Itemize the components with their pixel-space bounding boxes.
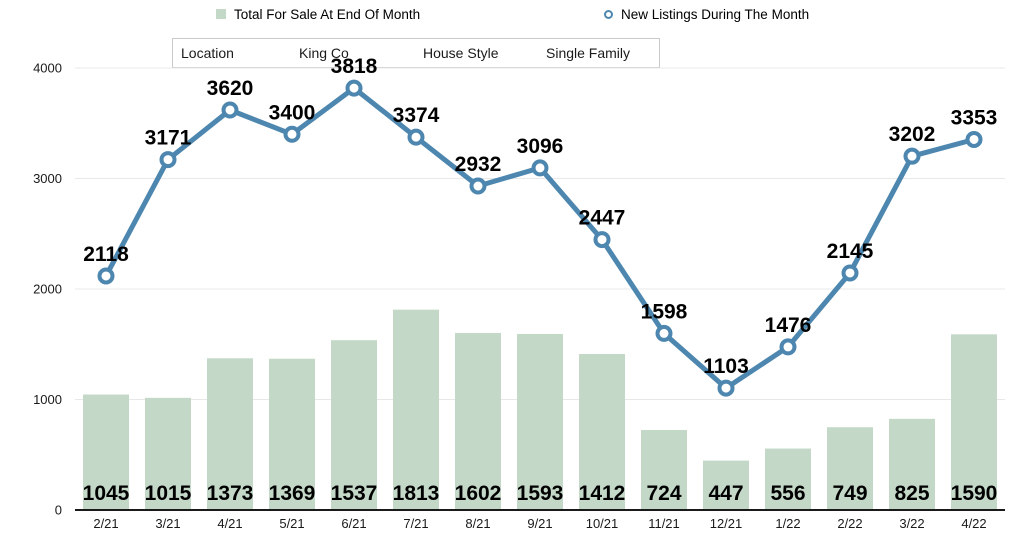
bar-value-label: 1412 xyxy=(579,482,626,505)
bar-value-label: 1593 xyxy=(517,482,564,505)
filter-house-style-value[interactable]: Single Family xyxy=(546,45,631,61)
bar[interactable] xyxy=(517,333,563,510)
bar[interactable] xyxy=(83,394,129,510)
bar[interactable] xyxy=(207,358,253,510)
line-marker[interactable] xyxy=(655,324,673,342)
y-axis-tick-label: 3000 xyxy=(33,171,62,186)
y-axis-tick-label: 2000 xyxy=(33,282,62,297)
x-axis-tick-label: 12/21 xyxy=(710,516,743,531)
bar[interactable] xyxy=(703,460,749,510)
line-value-label: 3374 xyxy=(393,104,440,127)
line-value-label: 2932 xyxy=(455,153,502,176)
x-axis-tick-label: 2/22 xyxy=(837,516,862,531)
line-value-label: 1103 xyxy=(703,355,749,378)
line-value-label: 2118 xyxy=(83,243,129,266)
bar[interactable] xyxy=(145,397,191,510)
x-axis-tick-label: 4/21 xyxy=(217,516,242,531)
line-marker[interactable] xyxy=(717,379,735,397)
bar-value-label: 447 xyxy=(708,482,743,505)
line-marker[interactable] xyxy=(345,79,363,97)
line-marker[interactable] xyxy=(531,159,549,177)
x-axis-tick-label: 2/21 xyxy=(93,516,118,531)
line-marker[interactable] xyxy=(221,101,239,119)
filter-bar: Location King Co House Style Single Fami… xyxy=(172,38,660,68)
bar[interactable] xyxy=(579,353,625,510)
line-value-label: 3400 xyxy=(269,101,316,124)
bar[interactable] xyxy=(269,358,315,510)
x-axis-tick-label: 5/21 xyxy=(279,516,304,531)
line-series-swatch-icon xyxy=(604,9,613,19)
bar[interactable] xyxy=(641,429,687,510)
y-axis-tick-label: 0 xyxy=(55,503,62,518)
x-axis-tick-label: 1/22 xyxy=(775,516,800,531)
bar-value-label: 1813 xyxy=(393,482,440,505)
bar-value-label: 1015 xyxy=(145,482,192,505)
line-marker[interactable] xyxy=(283,125,301,143)
bar-value-label: 1045 xyxy=(83,482,130,505)
bar-value-label: 1373 xyxy=(207,482,254,505)
line-marker[interactable] xyxy=(779,338,797,356)
bar[interactable] xyxy=(765,448,811,510)
x-axis-tick-label: 7/21 xyxy=(403,516,428,531)
x-axis-tick-label: 11/21 xyxy=(648,516,680,531)
legend-label-total-for-sale: Total For Sale At End Of Month xyxy=(234,6,421,22)
bar-series-swatch-icon xyxy=(216,9,226,19)
bar-value-label: 556 xyxy=(770,482,805,505)
line-value-label: 3818 xyxy=(331,55,378,78)
line-value-label: 3620 xyxy=(207,77,254,100)
filter-location-value[interactable]: King Co xyxy=(299,45,349,61)
x-axis-tick-label: 10/21 xyxy=(586,516,619,531)
bar-value-label: 1602 xyxy=(455,482,502,505)
y-axis-tick-label: 1000 xyxy=(33,392,62,407)
x-axis-tick-label: 3/22 xyxy=(899,516,924,531)
bar[interactable] xyxy=(455,332,501,510)
x-axis-tick-label: 6/21 xyxy=(341,516,366,531)
line-value-label: 1598 xyxy=(641,300,688,323)
line-value-label: 3353 xyxy=(951,106,998,129)
bar[interactable] xyxy=(889,418,935,510)
x-axis-tick-label: 9/21 xyxy=(527,516,552,531)
bar-value-label: 724 xyxy=(646,482,681,505)
line-marker[interactable] xyxy=(407,128,425,146)
legend-label-new-listings: New Listings During The Month xyxy=(621,6,810,22)
line-value-label: 3171 xyxy=(145,127,192,150)
legend-item-new-listings[interactable]: New Listings During The Month xyxy=(604,5,809,23)
line-marker[interactable] xyxy=(965,130,983,148)
line-marker[interactable] xyxy=(841,264,859,282)
legend-item-total-for-sale[interactable]: Total For Sale At End Of Month xyxy=(216,5,420,23)
line-value-label: 1476 xyxy=(765,314,812,337)
bar[interactable] xyxy=(951,334,997,510)
line-marker[interactable] xyxy=(469,177,487,195)
x-axis-tick-label: 3/21 xyxy=(155,516,180,531)
bar[interactable] xyxy=(331,340,377,510)
bar-value-label: 749 xyxy=(832,482,867,505)
filter-house-style-label: House Style xyxy=(423,45,499,61)
bar-value-label: 825 xyxy=(894,482,929,505)
line-value-label: 2145 xyxy=(827,240,874,263)
line-marker[interactable] xyxy=(97,267,115,285)
bar-value-label: 1590 xyxy=(951,482,998,505)
line-marker[interactable] xyxy=(593,231,611,249)
bar[interactable] xyxy=(827,427,873,510)
line-marker[interactable] xyxy=(903,147,921,165)
line-value-label: 3096 xyxy=(517,135,564,158)
bar-value-label: 1537 xyxy=(331,482,378,505)
filter-location-label: Location xyxy=(181,45,234,61)
y-axis-tick-label: 4000 xyxy=(33,61,62,76)
line-value-label: 2447 xyxy=(579,207,626,230)
line-marker[interactable] xyxy=(159,151,177,169)
line-value-label: 3202 xyxy=(889,123,936,146)
bar-value-label: 1369 xyxy=(269,482,316,505)
x-axis-tick-label: 8/21 xyxy=(465,516,490,531)
x-axis-tick-label: 4/22 xyxy=(961,516,986,531)
bar[interactable] xyxy=(393,309,439,510)
